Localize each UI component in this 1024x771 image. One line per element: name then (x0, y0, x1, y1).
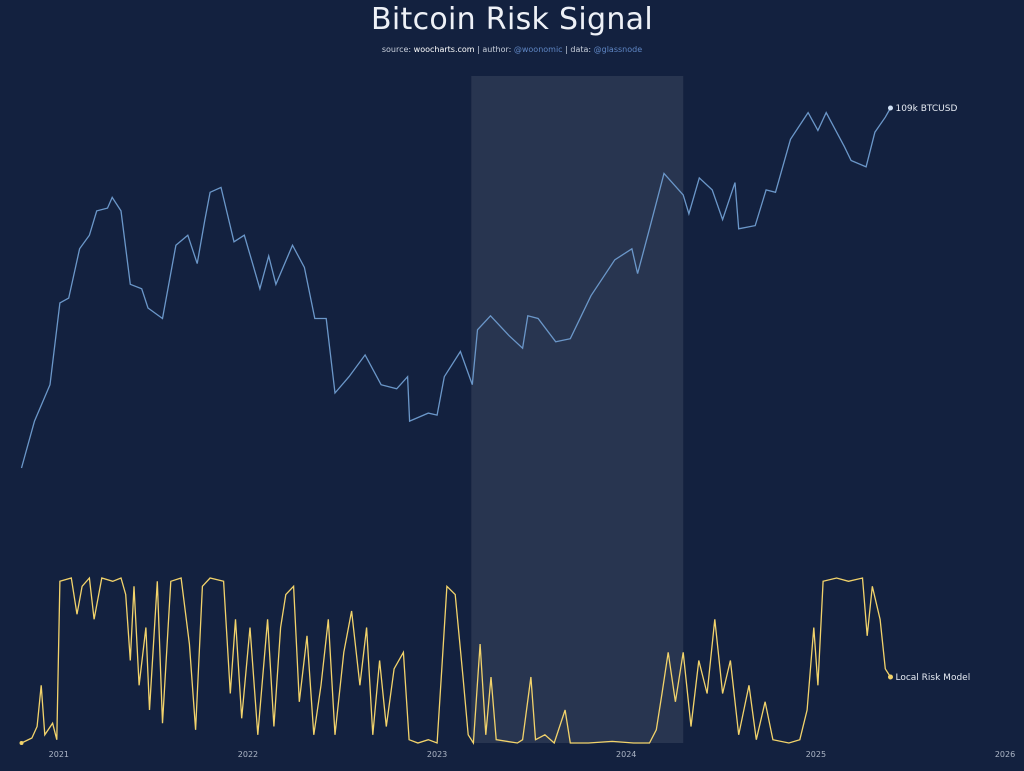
highlight-band (471, 76, 684, 743)
x-tick-label: 2023 (427, 750, 447, 759)
x-tick-label: 2024 (616, 750, 636, 759)
source-prefix: source: (381, 45, 414, 54)
risk-model-line (21, 576, 892, 746)
x-tick-label: 2026 (995, 750, 1015, 759)
risk-model-start-marker (19, 741, 24, 745)
x-axis: 2021 2022 2023 2024 2025 2026 (49, 750, 1016, 759)
data-source-link[interactable]: @glassnode (593, 45, 643, 54)
chart-title: Bitcoin Risk Signal (371, 2, 653, 37)
author-link[interactable]: @woonomic (513, 45, 563, 54)
price-series-layer: 109k BTCUSD (20, 104, 957, 469)
btcusd-line (20, 107, 892, 469)
data-prefix: | data: (562, 45, 594, 54)
risk-model-end-marker (887, 674, 893, 680)
btcusd-end-marker (887, 105, 893, 111)
chart-subtitle: source: woocharts.com | author: @woonomi… (0, 45, 1024, 54)
risk-model-end-label: Local Risk Model (895, 673, 970, 683)
x-tick-label: 2021 (49, 750, 69, 759)
x-tick-label: 2022 (238, 750, 258, 759)
source-link[interactable]: woocharts.com (413, 45, 475, 54)
btcusd-end-label: 109k BTCUSD (895, 104, 957, 114)
risk-series-layer: Local Risk Model (19, 576, 970, 746)
x-tick-label: 2025 (806, 750, 826, 759)
author-prefix: | author: (474, 45, 514, 54)
